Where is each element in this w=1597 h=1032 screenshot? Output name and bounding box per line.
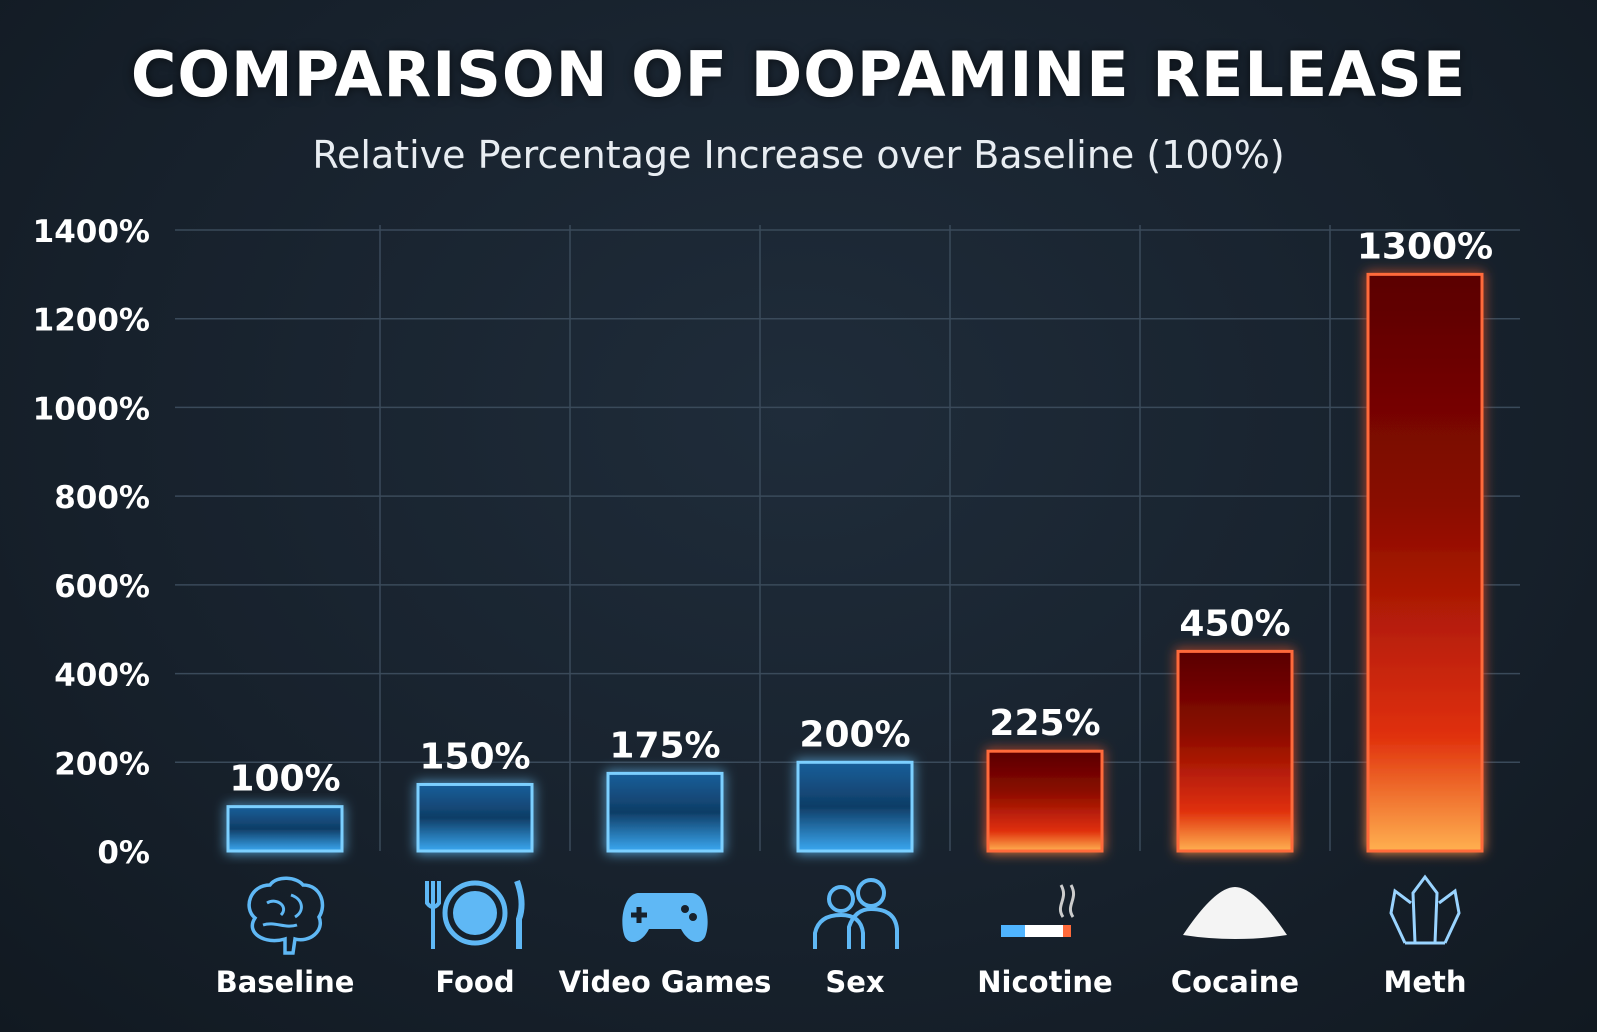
y-tick-label: 600%: [54, 569, 150, 605]
category-label: Baseline: [216, 965, 355, 999]
y-tick-label: 1000%: [33, 391, 150, 427]
y-tick-label: 800%: [54, 480, 150, 516]
chart-subtitle: Relative Percentage Increase over Baseli…: [312, 133, 1285, 177]
plate-fork-knife-icon: [425, 879, 525, 949]
bar-nicotine: [986, 749, 1104, 853]
data-label: 1300%: [1357, 226, 1493, 267]
chart-title: COMPARISON OF DOPAMINE RELEASE: [130, 38, 1467, 111]
y-tick-label: 200%: [54, 746, 150, 782]
couple-icon: [813, 878, 899, 949]
data-label: 200%: [799, 714, 910, 755]
gamepad-icon: [622, 893, 708, 943]
bar-cocaine: [1176, 649, 1294, 853]
data-label: 225%: [989, 703, 1100, 744]
data-label: 100%: [229, 759, 340, 800]
y-tick-label: 1200%: [33, 303, 150, 339]
category-label: Meth: [1383, 965, 1466, 999]
data-label: 450%: [1179, 603, 1290, 644]
cigarette-icon: [1001, 884, 1076, 937]
bar-baseline: [226, 805, 344, 853]
bar-sex: [796, 760, 914, 853]
category-label: Cocaine: [1171, 965, 1299, 999]
crystal-icon: [1389, 874, 1461, 945]
bar-food: [416, 782, 534, 853]
y-tick-label: 400%: [54, 658, 150, 694]
category-label: Nicotine: [977, 965, 1112, 999]
y-tick-label: 1400%: [33, 214, 150, 250]
bar-meth: [1366, 272, 1484, 853]
data-label: 175%: [609, 725, 720, 766]
category-label: Video Games: [559, 965, 772, 999]
bar-video-games: [606, 771, 724, 853]
category-label: Food: [435, 965, 514, 999]
brain-icon: [247, 876, 325, 955]
y-tick-label: 0%: [97, 835, 150, 871]
powder-pile-icon: [1183, 887, 1287, 939]
data-label: 150%: [419, 736, 530, 777]
category-label: Sex: [825, 965, 885, 999]
